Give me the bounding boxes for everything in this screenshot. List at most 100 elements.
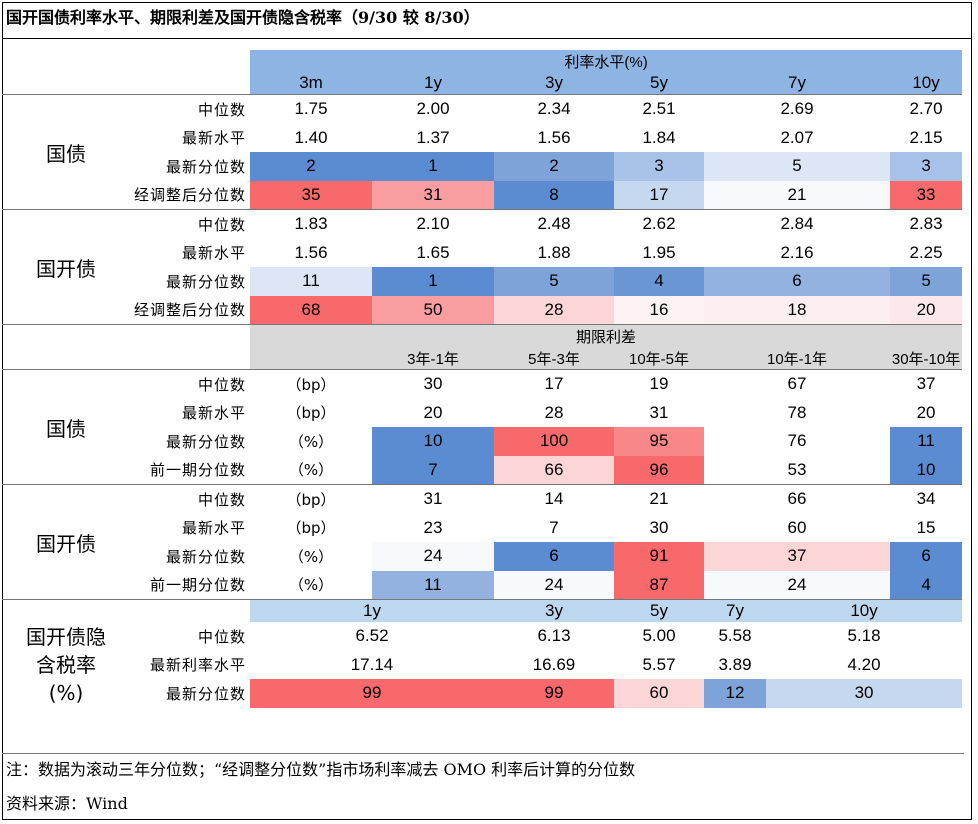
value-cell: 8 [494, 180, 614, 210]
value-cell: 60 [614, 679, 704, 708]
value-cell: 76 [704, 427, 890, 456]
table-row: 利率水平(%) [2, 50, 963, 72]
row-label: 中位数 [130, 209, 250, 239]
value-cell: 99 [250, 679, 494, 708]
value-cell: 68 [250, 295, 372, 325]
group-label-line: 含税率 [36, 652, 96, 677]
table-row: 最新分位数99996012302 [2, 679, 963, 708]
tenor-header: 5y [614, 599, 704, 622]
value-cell: 11 [372, 570, 494, 600]
group-label: 国开债 [2, 484, 130, 600]
value-cell: 2.00 [372, 94, 494, 124]
value-cell: 67 [704, 369, 890, 399]
corner-blank [2, 50, 250, 72]
value-cell: 18 [704, 295, 890, 325]
corner-blank [2, 324, 250, 347]
value-cell: 12 [704, 679, 766, 708]
value-cell: 3 [890, 152, 963, 181]
tenor-header: 3y [494, 72, 614, 95]
value-cell: 31 [372, 180, 494, 210]
value-cell: 6 [704, 267, 890, 296]
value-cell: 5 [890, 267, 963, 296]
table-row: 3m1y3y5y7y10y30y [2, 72, 963, 95]
value-cell: 30 [649, 517, 669, 537]
table-row: 最新分位数 （%） 10 100 95 76 11 [2, 427, 963, 456]
table-row: 最新分位数 （%） 24 6 91 37 6 [2, 542, 963, 571]
tenor-header: 10y [766, 599, 963, 622]
value-cell: 5.18 [847, 626, 881, 646]
value-cell: 5.57 [642, 654, 676, 674]
value-cell: 3 [614, 152, 704, 181]
unit-label: （bp） [250, 369, 372, 399]
figure-title: 国开国债利率水平、期限利差及国开债隐含税率（9/30 较 8/30） [6, 8, 480, 27]
spread-col-header: 10年-1年 [704, 347, 890, 370]
table-row: 1y3y5y7y10y20y [2, 599, 963, 622]
value-cell: 23 [423, 517, 443, 537]
spread-col-header: 30年-10年 [890, 347, 963, 370]
group-label: 国开债隐 含税率 (%) [2, 622, 130, 708]
value-cell: 10 [890, 455, 963, 485]
spread-col-header: 3年-1年 [372, 347, 494, 370]
value-cell: 5 [704, 152, 890, 181]
value-cell: 1.37 [416, 127, 450, 147]
value-cell: 66 [494, 455, 614, 485]
tenor-header: 5y [614, 72, 704, 95]
value-cell: 1.84 [642, 127, 676, 147]
table-row: 最新分位数2123533 [2, 152, 963, 181]
row-label: 中位数 [197, 627, 246, 646]
tenor-header: 7y [704, 72, 890, 95]
value-cell: 31 [372, 484, 494, 514]
row-label: 最新水平 [181, 404, 246, 423]
row-label: 前一期分位数 [149, 576, 246, 595]
value-cell: 11 [250, 267, 372, 296]
value-cell: 50 [372, 295, 494, 325]
value-cell: 1.56 [294, 242, 328, 262]
value-cell: 6.13 [537, 626, 571, 646]
unit-label: （%） [288, 461, 334, 480]
table-row: 国开债 中位数 （bp） 31 14 21 66 34 [2, 484, 963, 600]
value-cell: 11 [890, 427, 963, 456]
value-cell: 34 [890, 484, 963, 514]
value-cell: 24 [494, 570, 614, 600]
row-label: 中位数 [130, 484, 250, 514]
corner-blank [2, 599, 250, 622]
table-row: 最新分位数11154654 [2, 267, 963, 296]
value-cell: 28 [544, 402, 564, 422]
value-cell: 17.14 [350, 654, 394, 674]
tenor-header: 10y [890, 72, 963, 95]
value-cell: 16.69 [532, 654, 576, 674]
value-cell: 35 [250, 180, 372, 210]
value-cell: 14 [494, 484, 614, 514]
value-cell: 24 [372, 542, 494, 571]
table-bottom-rule [2, 753, 964, 754]
value-cell: 31 [649, 402, 669, 422]
value-cell: 1.56 [537, 127, 571, 147]
rate-table: 利率水平(%)3m1y3y5y7y10y30y国债中位数1.752.002.34… [2, 50, 963, 708]
tenor-header: 3m [250, 72, 372, 95]
group-label: 国债 [2, 369, 130, 485]
unit-header-blank [250, 347, 372, 370]
value-cell: 3.89 [718, 654, 752, 674]
value-cell: 6.52 [355, 626, 389, 646]
value-cell: 17 [494, 369, 614, 399]
value-cell: 2.62 [614, 209, 704, 239]
group-label: 国开债 [2, 209, 130, 325]
value-cell: 2.16 [780, 242, 814, 262]
value-cell: 4 [614, 267, 704, 296]
value-cell: 1.65 [416, 242, 450, 262]
value-cell: 5 [494, 267, 614, 296]
value-cell: 2.51 [614, 94, 704, 124]
unit-label: （bp） [286, 404, 336, 423]
row-label: 前一期分位数 [149, 461, 246, 480]
value-cell: 2.15 [909, 127, 943, 147]
value-cell: 1.75 [250, 94, 372, 124]
value-cell: 30 [766, 679, 963, 708]
value-cell: 5.58 [718, 626, 752, 646]
row-label: 中位数 [130, 369, 250, 399]
tenor-header: 7y [704, 599, 766, 622]
value-cell: 7 [549, 517, 559, 537]
